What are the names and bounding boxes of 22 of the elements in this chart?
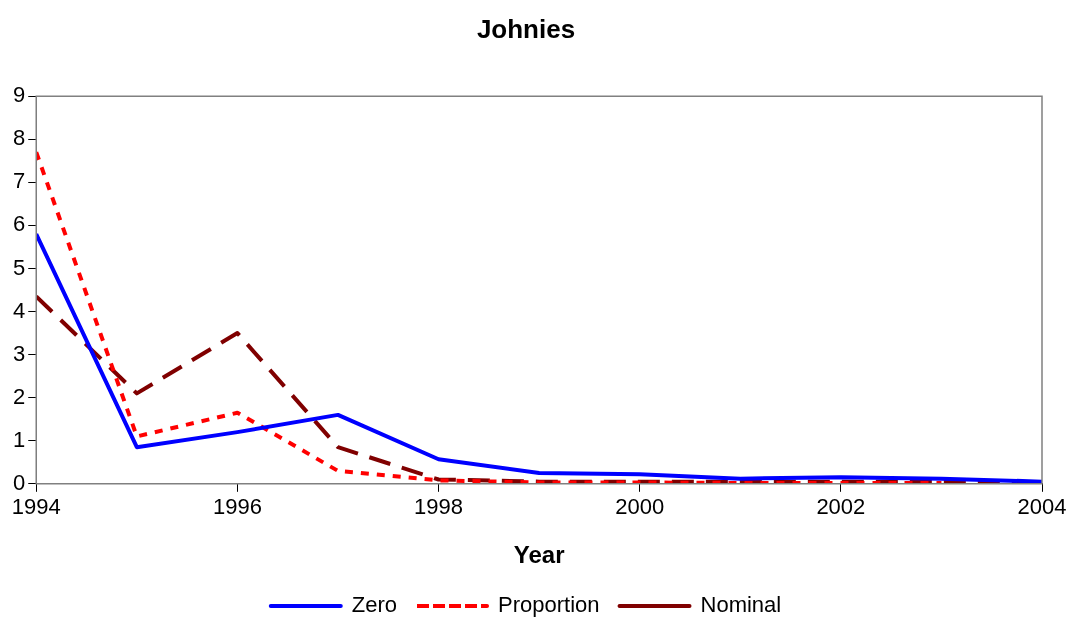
- x-axis-title: Year: [513, 541, 565, 569]
- legend-label: Zero: [351, 592, 398, 618]
- legend-label: Nominal: [700, 592, 782, 618]
- chart-title: Johnies: [476, 13, 576, 44]
- y-tick-label: 4: [12, 297, 26, 323]
- x-tick-label: 1994: [11, 494, 61, 520]
- legend-label: Proportion: [498, 592, 600, 618]
- y-tick-label: 2: [12, 383, 26, 409]
- y-tick-label: 1: [12, 426, 26, 452]
- y-tick-label: 6: [12, 211, 26, 237]
- y-tick-label: 9: [12, 82, 26, 108]
- x-tick-label: 2002: [816, 494, 866, 520]
- x-tick-label: 2004: [1017, 494, 1067, 520]
- x-tick-label: 2000: [615, 494, 665, 520]
- y-tick-label: 8: [12, 125, 26, 151]
- y-tick-label: 5: [12, 254, 26, 280]
- y-tick-label: 0: [12, 469, 26, 495]
- x-tick-label: 1996: [212, 494, 262, 520]
- y-tick-label: 7: [12, 168, 26, 194]
- y-tick-label: 3: [12, 340, 26, 366]
- x-tick-label: 1998: [414, 494, 464, 520]
- line-series: [36, 150, 944, 484]
